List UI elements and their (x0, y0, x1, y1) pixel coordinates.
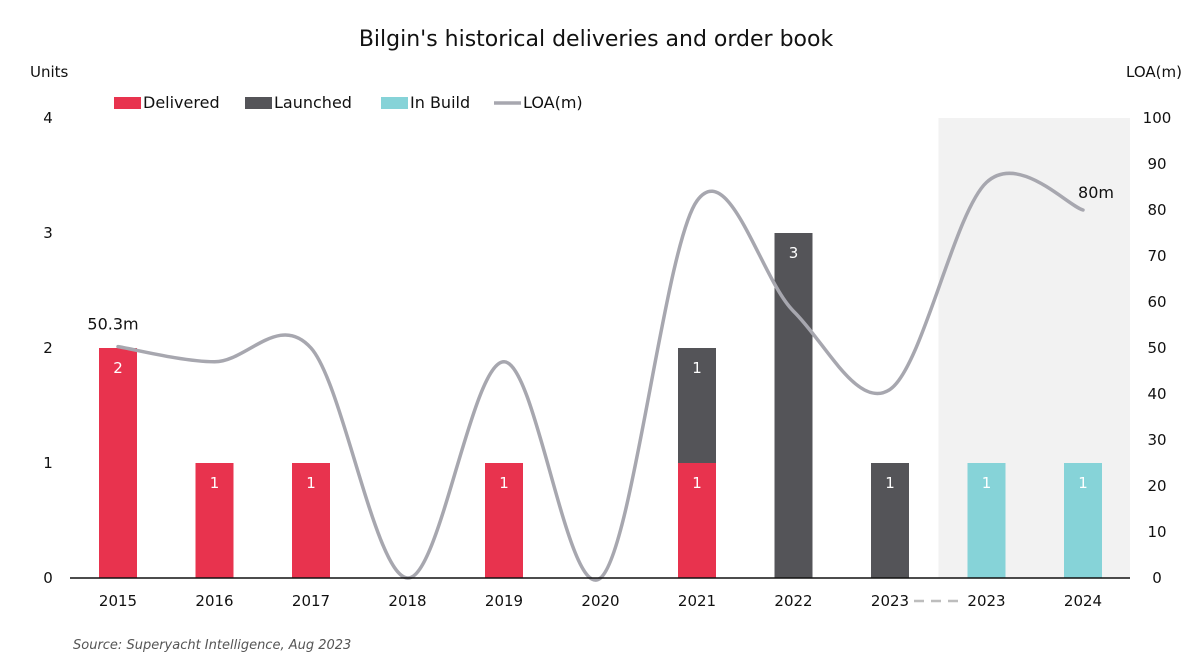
bar-delivered (99, 348, 137, 578)
right-tick-label: 90 (1147, 155, 1166, 173)
bar-value-label: 1 (499, 474, 509, 492)
bar-delivered (292, 463, 330, 578)
left-tick-label: 3 (43, 224, 53, 242)
bar-launched (774, 233, 813, 578)
right-axis-label: LOA(m) (1126, 63, 1182, 81)
bar-value-label: 3 (789, 244, 799, 262)
bar-value-label: 1 (210, 474, 220, 492)
bar-value-label: 1 (885, 474, 895, 492)
bar-value-label: 1 (1078, 474, 1088, 492)
legend: Delivered Launched In Build LOA(m) (114, 93, 583, 112)
right-tick-label: 70 (1147, 247, 1166, 265)
x-category-label: 2019 (485, 592, 523, 610)
legend-swatch-in-build (381, 97, 408, 109)
x-category-label: 2023 (871, 592, 909, 610)
x-category-label: 2023 (967, 592, 1005, 610)
right-axis-ticks: 0 10 20 30 40 50 60 70 80 90 100 (1143, 109, 1172, 587)
legend-swatch-delivered (114, 97, 141, 109)
bar-series: 2 1 1 1 1 1 3 1 1 1 (99, 233, 1102, 578)
left-tick-label: 0 (43, 569, 53, 587)
right-tick-label: 50 (1147, 339, 1166, 357)
bar-delivered (195, 463, 234, 578)
x-category-label: 2015 (99, 592, 137, 610)
loa-line (116, 171, 1085, 582)
annotation-end-loa: 80m (1078, 183, 1114, 202)
right-tick-label: 100 (1143, 109, 1172, 127)
bar-delivered (678, 463, 716, 578)
source-note: Source: Superyacht Intelligence, Aug 202… (73, 638, 351, 653)
right-tick-label: 60 (1147, 293, 1166, 311)
bar-value-label: 1 (692, 359, 702, 377)
bar-launched (678, 348, 716, 463)
legend-label: Delivered (143, 93, 220, 112)
x-category-label: 2018 (388, 592, 426, 610)
x-category-label: 2022 (774, 592, 812, 610)
left-tick-label: 2 (43, 339, 53, 357)
bar-value-label: 2 (113, 359, 123, 377)
x-category-label: 2016 (195, 592, 233, 610)
bar-delivered (485, 463, 523, 578)
left-axis-ticks: 0 1 2 3 4 (43, 109, 53, 587)
x-axis-categories: 2015 2016 2017 2018 2019 2020 2021 2022 2023 2023… (99, 592, 1102, 610)
chart-title: Bilgin's historical deliveries and order… (359, 27, 834, 52)
left-tick-label: 4 (43, 109, 53, 127)
left-axis-label: Units (30, 63, 69, 81)
x-category-label: 2021 (678, 592, 716, 610)
bar-in-build (967, 463, 1006, 578)
right-tick-label: 10 (1147, 523, 1166, 541)
legend-label: Launched (274, 93, 352, 112)
bar-in-build (1064, 463, 1102, 578)
x-category-label: 2017 (292, 592, 330, 610)
bar-launched (871, 463, 909, 578)
right-tick-label: 0 (1152, 569, 1162, 587)
bar-value-label: 1 (982, 474, 992, 492)
legend-label: LOA(m) (523, 93, 583, 112)
x-category-label: 2024 (1064, 592, 1102, 610)
bar-value-label: 1 (306, 474, 316, 492)
legend-label: In Build (410, 93, 470, 112)
right-tick-label: 80 (1147, 201, 1166, 219)
right-tick-label: 20 (1147, 477, 1166, 495)
bar-value-label: 1 (692, 474, 702, 492)
legend-swatch-launched (245, 97, 272, 109)
right-tick-label: 40 (1147, 385, 1166, 403)
left-tick-label: 1 (43, 454, 53, 472)
annotation-start-loa: 50.3m (87, 315, 138, 334)
right-tick-label: 30 (1147, 431, 1166, 449)
x-category-label: 2020 (581, 592, 619, 610)
